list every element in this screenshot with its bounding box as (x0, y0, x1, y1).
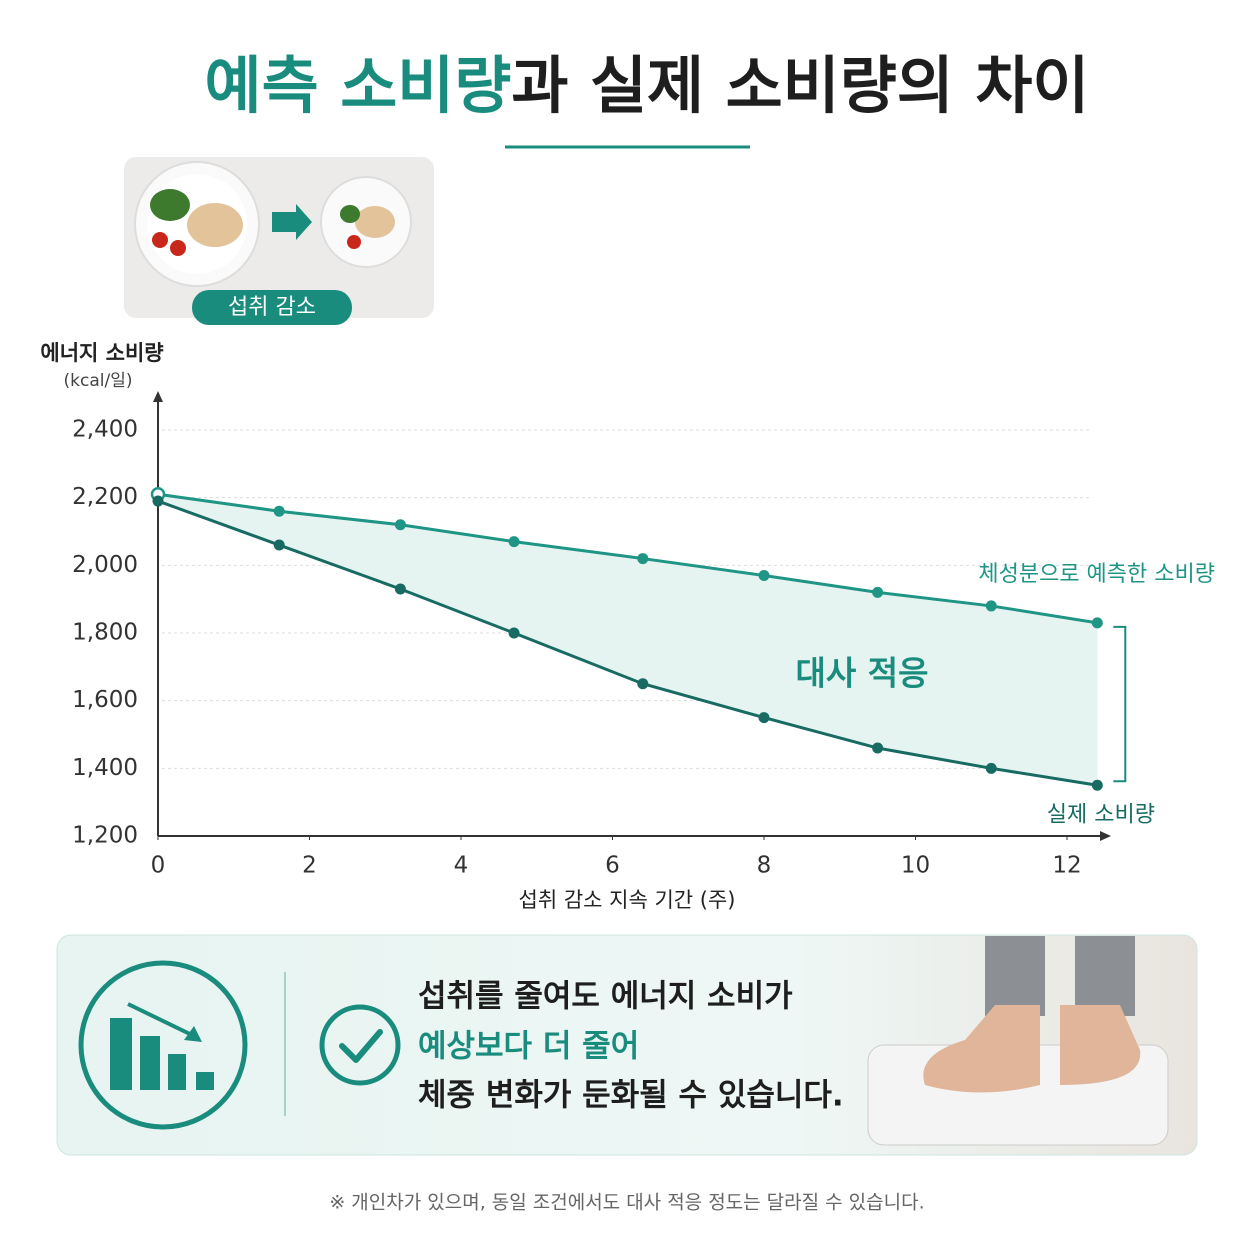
data-point (985, 762, 997, 774)
x-tick-label: 4 (454, 853, 469, 879)
y-tick-label: 2,200 (72, 484, 138, 510)
x-axis-arrow (1100, 831, 1111, 841)
data-point (637, 678, 649, 690)
chart-title: 예측 소비량과 실제 소비량의 차이 (205, 49, 1090, 122)
data-point (273, 539, 285, 551)
data-point (152, 495, 164, 507)
y-axis-unit: (kcal/일) (64, 371, 133, 391)
data-point (508, 627, 520, 639)
data-point (273, 505, 285, 517)
y-tick-label: 2,000 (72, 552, 138, 578)
y-tick-label: 1,800 (72, 620, 138, 646)
x-tick-label: 2 (302, 853, 317, 879)
plot: 1,200 1,400 1,600 1,800 2,000 2,200 2,400 0 2 4 6 8… (72, 391, 1215, 879)
title-rest: 과 실제 소비량의 차이 (511, 49, 1089, 122)
info-box: 섭취를 줄여도 에너지 소비가 예상보다 더 줄어 체중 변화가 둔화될 수 있… (56, 934, 1198, 1156)
y-axis-title: 에너지 소비량 (40, 341, 163, 365)
info-line: 섭취를 줄여도 에너지 소비가 (418, 979, 793, 1015)
data-point (872, 586, 884, 598)
series-label: 체성분으로 예측한 소비량 (978, 562, 1215, 587)
footnote: ※ 개인차가 있으며, 동일 조건에서도 대사 적응 정도는 달라질 수 있습니… (329, 1192, 924, 1214)
y-tick-label: 2,400 (72, 417, 138, 443)
data-point (872, 742, 884, 754)
y-tick-label: 1,200 (72, 823, 138, 849)
data-point (1091, 617, 1103, 629)
info-line: 체중 변화가 둔화될 수 있습니다. (418, 1078, 844, 1114)
title-highlight: 예측 소비량 (205, 49, 512, 122)
x-tick-label: 0 (151, 853, 166, 879)
data-point (394, 583, 406, 595)
data-point (1091, 779, 1103, 791)
x-tick-label: 6 (605, 853, 620, 879)
gap-area (158, 494, 1098, 786)
annotation: 대사 적응 (796, 654, 929, 693)
data-point (758, 712, 770, 724)
y-tick-label: 1,400 (72, 755, 138, 781)
data-point (508, 536, 520, 548)
image-label: 섭취 감소 (228, 295, 316, 320)
x-tick-label: 12 (1052, 853, 1081, 879)
data-point (985, 600, 997, 612)
series-label: 실제 소비량 (1047, 802, 1155, 827)
x-tick-label: 10 (901, 853, 930, 879)
gap-bracket (1113, 625, 1127, 783)
food-image: 섭취 감소 (124, 157, 434, 325)
info-line-highlight: 예상보다 더 줄어 (418, 1029, 639, 1065)
y-tick-label: 1,600 (72, 687, 138, 713)
y-axis-arrow (153, 391, 163, 402)
data-point (758, 569, 770, 581)
data-point (394, 519, 406, 531)
x-axis-title: 섭취 감소 지속 기간 (주) (519, 888, 736, 912)
data-point (637, 553, 649, 565)
x-tick-label: 8 (757, 853, 772, 879)
